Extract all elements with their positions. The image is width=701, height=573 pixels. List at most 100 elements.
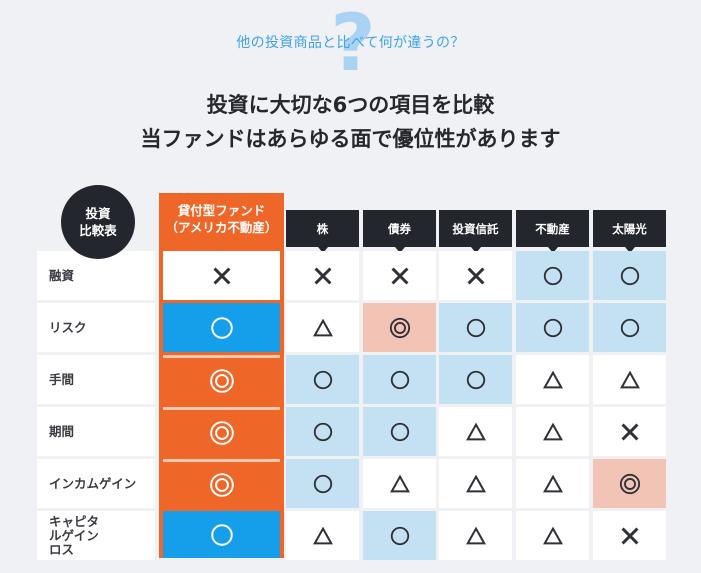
table-cell bbox=[516, 251, 589, 300]
row-label: インカムゲイン bbox=[37, 459, 155, 508]
badge-line-1: 投資 bbox=[85, 206, 111, 221]
row-label: 期間 bbox=[37, 407, 155, 456]
highlight-cell-double-circle bbox=[163, 355, 280, 404]
circle-icon bbox=[209, 522, 235, 548]
circle-icon bbox=[389, 421, 411, 443]
triangle-icon bbox=[542, 473, 564, 495]
cross-icon bbox=[465, 265, 487, 287]
row-label: キャピタルゲインロス bbox=[37, 511, 155, 560]
column-header-label: 投資信託 bbox=[452, 221, 499, 236]
table-cell bbox=[593, 303, 666, 352]
highlight-cell-double-circle bbox=[163, 407, 280, 456]
table-cell bbox=[439, 407, 512, 456]
highlight-cell-cross bbox=[163, 251, 280, 300]
triangle-icon bbox=[312, 525, 334, 547]
triangle-icon bbox=[465, 525, 487, 547]
table-cell bbox=[286, 511, 359, 560]
header-pointer bbox=[470, 247, 481, 253]
header-pointer bbox=[624, 247, 635, 253]
circle-icon bbox=[465, 369, 487, 391]
table-cell bbox=[516, 459, 589, 508]
table-cell bbox=[286, 459, 359, 508]
table-cell bbox=[516, 303, 589, 352]
highlight-column-header: 貸付型ファンド （アメリカ不動産） bbox=[159, 193, 284, 251]
table-cell bbox=[363, 303, 436, 352]
table-cell bbox=[439, 355, 512, 404]
question-mark-icon: ? bbox=[330, 0, 376, 89]
headline-line-1: 投資に大切な6つの項目を比較 bbox=[206, 93, 495, 117]
circle-icon bbox=[619, 317, 641, 339]
table-cell bbox=[593, 459, 666, 508]
double-circle-icon bbox=[209, 368, 235, 394]
comparison-table-badge: 投資 比較表 bbox=[61, 185, 135, 259]
triangle-icon bbox=[312, 317, 334, 339]
triangle-icon bbox=[542, 525, 564, 547]
section-headline: 投資に大切な6つの項目を比較 当ファンドはあらゆる面で優位性があります bbox=[0, 88, 701, 156]
header-pointer bbox=[215, 244, 227, 251]
table-cell bbox=[286, 303, 359, 352]
headline-line-2: 当ファンドはあらゆる面で優位性があります bbox=[140, 127, 561, 151]
table-cell bbox=[363, 355, 436, 404]
table-cell bbox=[286, 355, 359, 404]
column-header-label: 不動産 bbox=[535, 221, 570, 236]
circle-icon bbox=[312, 369, 334, 391]
row-label: 融資 bbox=[37, 251, 155, 300]
header-pointer bbox=[394, 247, 405, 253]
header-pointer bbox=[547, 247, 558, 253]
table-cell bbox=[516, 511, 589, 560]
table-cell bbox=[439, 303, 512, 352]
circle-icon bbox=[619, 265, 641, 287]
circle-icon bbox=[542, 317, 564, 339]
column-header: 投資信託 bbox=[439, 210, 512, 253]
row-label: リスク bbox=[37, 303, 155, 352]
header-pointer bbox=[317, 247, 328, 253]
triangle-icon bbox=[619, 369, 641, 391]
row-label: 手間 bbox=[37, 355, 155, 404]
table-cell bbox=[439, 511, 512, 560]
highlight-header-line-2: （アメリカ不動産） bbox=[165, 220, 278, 235]
circle-icon bbox=[389, 525, 411, 547]
circle-icon bbox=[389, 369, 411, 391]
column-header-label: 株 bbox=[316, 221, 329, 236]
triangle-icon bbox=[542, 369, 564, 391]
double-circle-icon bbox=[619, 473, 641, 495]
highlight-header-line-1: 貸付型ファンド bbox=[177, 203, 266, 218]
badge-line-2: 比較表 bbox=[79, 223, 117, 238]
section-subtitle: 他の投資商品と比べて何が違うの？ bbox=[236, 35, 465, 51]
circle-icon bbox=[542, 265, 564, 287]
triangle-icon bbox=[465, 421, 487, 443]
triangle-icon bbox=[542, 421, 564, 443]
column-header: 債券 bbox=[363, 210, 436, 253]
triangle-icon bbox=[389, 473, 411, 495]
table-cell bbox=[516, 407, 589, 456]
table-cell bbox=[593, 251, 666, 300]
column-header: 太陽光 bbox=[593, 210, 666, 253]
table-cell bbox=[593, 355, 666, 404]
column-header-label: 債券 bbox=[388, 221, 411, 236]
double-circle-icon bbox=[389, 317, 411, 339]
table-cell bbox=[363, 511, 436, 560]
table-cell bbox=[286, 251, 359, 300]
table-cell bbox=[363, 459, 436, 508]
circle-icon bbox=[465, 317, 487, 339]
highlight-cell-circle bbox=[163, 511, 280, 558]
table-cell bbox=[593, 511, 666, 560]
cross-icon bbox=[312, 265, 334, 287]
cross-icon bbox=[389, 265, 411, 287]
triangle-icon bbox=[465, 473, 487, 495]
column-header-label: 太陽光 bbox=[612, 221, 647, 236]
double-circle-icon bbox=[209, 472, 235, 498]
circle-icon bbox=[209, 315, 235, 341]
column-header: 株 bbox=[286, 210, 359, 253]
table-cell bbox=[593, 407, 666, 456]
table-cell bbox=[516, 355, 589, 404]
column-header: 不動産 bbox=[516, 210, 589, 253]
highlight-cell-double-circle bbox=[163, 459, 280, 508]
table-cell bbox=[363, 251, 436, 300]
cross-icon bbox=[619, 421, 641, 443]
table-cell bbox=[363, 407, 436, 456]
double-circle-icon bbox=[209, 420, 235, 446]
cross-icon bbox=[619, 525, 641, 547]
circle-icon bbox=[312, 473, 334, 495]
highlight-cell-circle bbox=[163, 303, 280, 352]
